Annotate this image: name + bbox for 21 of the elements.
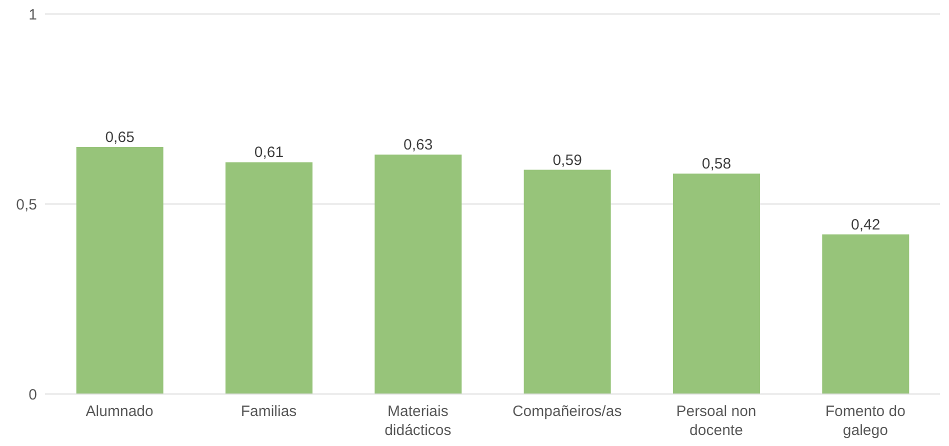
data-label: 0,61: [254, 144, 284, 162]
data-label: 0,42: [851, 216, 880, 234]
x-tick-label: Alumnado: [86, 403, 154, 420]
data-label: 0,63: [404, 136, 433, 154]
y-tick-label: 0: [28, 386, 37, 404]
x-tick-label: Materiais didácticos: [384, 403, 452, 439]
x-tick-label: Compañeiros/as: [512, 403, 622, 420]
x-tick-label: Fomento do galego: [825, 403, 906, 439]
y-tick-label: 0,5: [16, 196, 37, 214]
bar: [374, 154, 462, 394]
y-tick-label: 1: [28, 6, 37, 24]
bar: [225, 162, 312, 394]
bar: [76, 147, 164, 394]
data-label: 0,65: [105, 129, 134, 146]
bar: [524, 170, 611, 394]
data-label: 0,59: [552, 152, 582, 169]
x-tick-label: Familias: [240, 403, 297, 420]
bar: [822, 234, 910, 394]
data-label: 0,58: [702, 156, 732, 173]
x-tick-label: Persoal non docente: [676, 403, 756, 439]
bar: [672, 174, 760, 394]
